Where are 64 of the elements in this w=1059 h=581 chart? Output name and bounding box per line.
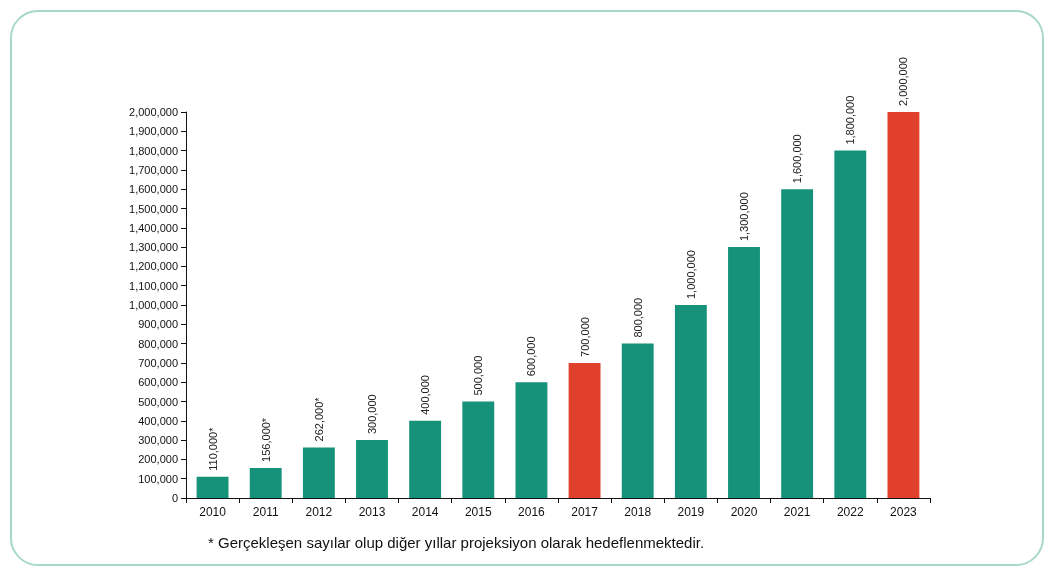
data-label: 600,000	[525, 336, 538, 377]
x-tick-label: 2018	[624, 505, 652, 519]
data-label: 1,300,000	[738, 192, 750, 242]
bar	[462, 401, 495, 498]
x-tick-label: 2022	[836, 505, 864, 519]
bar	[568, 362, 601, 498]
x-tick-label: 2023	[890, 505, 918, 519]
x-tick-label: 2020	[730, 505, 758, 519]
x-tick-label: 2013	[358, 505, 386, 519]
text: * Gerçekleşen sayılar olup diğer yıllar projeksiyon olarak hedeflenmektedir.	[208, 534, 705, 551]
data-label: 1,600,000	[791, 134, 804, 184]
x-tick-label: 2010	[199, 505, 227, 519]
y-tick-label: 300,000	[138, 434, 178, 447]
data-label: 156,000*	[259, 417, 272, 462]
x-tick-label: 2017	[571, 505, 599, 519]
data-label: 700,000	[578, 317, 591, 357]
data-label: 300,000	[366, 394, 378, 435]
bar	[728, 247, 760, 498]
y-tick-label: 700,000	[138, 356, 178, 369]
y-tick-label: 1,800,000	[129, 144, 178, 157]
y-tick-label: 1,500,000	[129, 202, 178, 215]
y-tick-label: 100,000	[138, 472, 178, 485]
x-tick-label: 2012	[305, 505, 333, 519]
y-tick-label: 900,000	[138, 318, 178, 331]
y-tick-label: 600,000	[138, 376, 178, 389]
bar	[674, 305, 707, 498]
data-label: 800,000	[631, 297, 644, 338]
bar	[302, 447, 335, 498]
x-tick-label: 2014	[411, 505, 439, 519]
bar	[409, 420, 442, 498]
bar	[196, 476, 229, 498]
y-tick-label: 200,000	[138, 453, 178, 466]
y-tick-label: 1,700,000	[129, 163, 178, 176]
x-tick-label: 2016	[518, 505, 546, 519]
bar	[356, 440, 388, 498]
y-tick-label: 1,300,000	[129, 241, 178, 254]
y-tick-label: 1,100,000	[129, 279, 178, 292]
y-tick-label: 1,200,000	[129, 260, 178, 273]
y-tick-label: 1,600,000	[129, 183, 178, 196]
y-tick-label: 2,000,000	[129, 106, 178, 118]
data-label: 1,000,000	[684, 250, 697, 299]
y-tick-label: 1,000,000	[129, 299, 178, 311]
data-label: 400,000	[419, 375, 432, 415]
data-label: 500,000	[472, 355, 485, 396]
bar	[887, 112, 920, 498]
bar	[621, 343, 654, 498]
y-tick-label: 400,000	[138, 414, 178, 427]
x-tick-label: 2011	[252, 505, 279, 519]
data-label: 262,000*	[312, 396, 325, 442]
y-tick-label: 0	[171, 492, 178, 504]
y-tick-label: 500,000	[138, 395, 178, 408]
y-tick-label: 1,400,000	[129, 221, 178, 234]
x-tick-label: 2019	[677, 505, 705, 519]
bar	[781, 189, 814, 498]
y-tick-label: 1,900,000	[129, 125, 178, 138]
bar	[834, 150, 867, 498]
y-tick-label: 800,000	[138, 337, 178, 350]
data-label: 1,800,000	[844, 95, 857, 145]
x-tick-label: 2021	[783, 505, 811, 519]
bar	[249, 467, 282, 498]
data-label: 110,000*	[206, 426, 219, 471]
bar	[515, 382, 548, 498]
x-tick-label: 2015	[464, 505, 492, 519]
data-label: 2,000,000	[897, 57, 910, 106]
